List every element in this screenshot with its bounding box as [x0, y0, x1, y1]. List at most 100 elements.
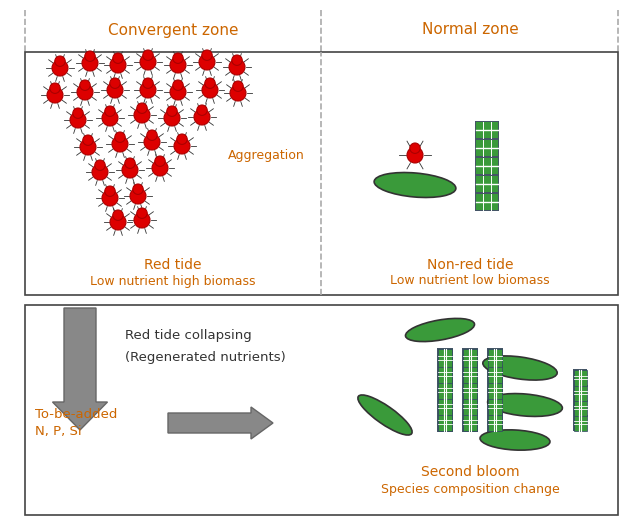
- Polygon shape: [574, 385, 586, 400]
- Circle shape: [167, 106, 177, 116]
- Circle shape: [173, 53, 183, 64]
- Circle shape: [205, 78, 215, 88]
- Circle shape: [230, 85, 246, 101]
- Polygon shape: [487, 365, 503, 384]
- Polygon shape: [462, 412, 478, 432]
- Circle shape: [197, 105, 207, 115]
- Polygon shape: [462, 365, 478, 384]
- Circle shape: [140, 82, 156, 98]
- Polygon shape: [462, 396, 478, 416]
- Circle shape: [202, 50, 212, 60]
- Circle shape: [113, 53, 123, 64]
- Circle shape: [233, 81, 243, 92]
- Circle shape: [55, 56, 65, 66]
- Polygon shape: [487, 396, 503, 416]
- Polygon shape: [438, 413, 452, 431]
- Bar: [476, 194, 498, 210]
- Polygon shape: [487, 412, 503, 432]
- Bar: [25, 52, 618, 295]
- Text: To-be-added: To-be-added: [35, 409, 118, 421]
- Circle shape: [50, 83, 60, 94]
- Text: (Regenerated nutrients): (Regenerated nutrients): [125, 351, 285, 365]
- Polygon shape: [438, 365, 452, 383]
- Bar: [475, 121, 499, 139]
- Bar: [475, 175, 499, 193]
- Circle shape: [110, 78, 120, 88]
- Circle shape: [143, 78, 153, 88]
- Text: Normal zone: Normal zone: [422, 23, 518, 37]
- Ellipse shape: [480, 430, 550, 450]
- Circle shape: [125, 158, 135, 168]
- Circle shape: [73, 108, 83, 118]
- Polygon shape: [573, 384, 587, 401]
- Text: Low nutrient low biomass: Low nutrient low biomass: [390, 275, 550, 288]
- Polygon shape: [488, 381, 502, 399]
- Polygon shape: [438, 381, 452, 399]
- Circle shape: [174, 138, 190, 154]
- Circle shape: [137, 103, 147, 114]
- Circle shape: [115, 132, 125, 143]
- Circle shape: [70, 112, 86, 128]
- Ellipse shape: [406, 318, 475, 341]
- Polygon shape: [463, 413, 477, 431]
- Polygon shape: [463, 397, 477, 415]
- Polygon shape: [487, 348, 503, 368]
- Bar: [476, 158, 498, 174]
- Circle shape: [77, 84, 93, 100]
- Text: N, P, Si: N, P, Si: [35, 426, 82, 439]
- Circle shape: [134, 212, 150, 228]
- Circle shape: [102, 190, 118, 206]
- Polygon shape: [574, 414, 586, 430]
- Polygon shape: [438, 397, 452, 415]
- Circle shape: [130, 188, 146, 204]
- Circle shape: [170, 57, 186, 73]
- Circle shape: [102, 110, 118, 126]
- Bar: [476, 140, 498, 156]
- Polygon shape: [462, 380, 478, 400]
- Bar: [475, 157, 499, 175]
- Polygon shape: [462, 348, 478, 368]
- Text: Low nutrient high biomass: Low nutrient high biomass: [90, 275, 256, 288]
- Circle shape: [82, 55, 98, 71]
- Circle shape: [113, 210, 123, 220]
- Polygon shape: [463, 349, 477, 367]
- Circle shape: [143, 50, 153, 60]
- Polygon shape: [488, 413, 502, 431]
- Polygon shape: [574, 369, 586, 386]
- Ellipse shape: [358, 395, 412, 435]
- Bar: [476, 122, 498, 138]
- Polygon shape: [573, 369, 587, 386]
- Circle shape: [229, 59, 245, 75]
- Circle shape: [133, 184, 143, 195]
- Polygon shape: [488, 349, 502, 367]
- Bar: [25, 305, 618, 515]
- Circle shape: [152, 160, 168, 176]
- Circle shape: [147, 130, 157, 140]
- Polygon shape: [437, 348, 453, 368]
- Polygon shape: [488, 397, 502, 415]
- Circle shape: [105, 106, 115, 116]
- Text: Non-red tide: Non-red tide: [427, 258, 513, 272]
- Polygon shape: [573, 414, 587, 431]
- Polygon shape: [437, 365, 453, 384]
- Circle shape: [407, 147, 423, 163]
- Polygon shape: [463, 365, 477, 383]
- Circle shape: [105, 186, 115, 196]
- Text: Convergent zone: Convergent zone: [108, 23, 239, 37]
- Polygon shape: [437, 380, 453, 400]
- Text: Red tide: Red tide: [144, 258, 202, 272]
- Circle shape: [164, 110, 180, 126]
- Polygon shape: [463, 381, 477, 399]
- Circle shape: [134, 107, 150, 123]
- Circle shape: [144, 134, 160, 150]
- FancyArrow shape: [168, 407, 273, 439]
- Circle shape: [194, 109, 210, 125]
- Circle shape: [231, 55, 242, 65]
- Text: Species composition change: Species composition change: [381, 482, 559, 495]
- Bar: [476, 176, 498, 192]
- Circle shape: [410, 143, 420, 154]
- Bar: [475, 139, 499, 157]
- Ellipse shape: [374, 173, 456, 197]
- Circle shape: [107, 82, 123, 98]
- Circle shape: [199, 54, 215, 70]
